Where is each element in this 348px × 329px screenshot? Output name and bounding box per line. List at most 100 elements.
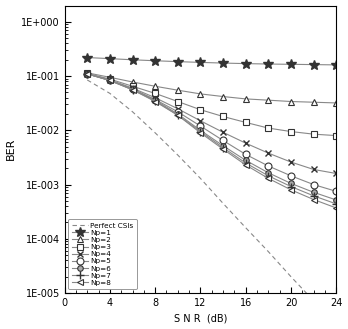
Np=3 [311, 132, 316, 136]
Perfect CSIs [85, 78, 89, 82]
Np=6 [289, 182, 293, 186]
Np=5 [130, 87, 135, 91]
Np=5 [289, 174, 293, 178]
Legend: Perfect CSIs, Np=1, Np=2, Np=3, Np=4, Np=5, Np=6, Np=7, Np=8: Perfect CSIs, Np=1, Np=2, Np=3, Np=4, Np… [68, 219, 137, 290]
Np=1 [176, 60, 180, 63]
Np=4 [153, 96, 157, 100]
Perfect CSIs [289, 275, 293, 279]
Line: Np=8: Np=8 [85, 71, 339, 211]
Np=8 [289, 188, 293, 192]
Y-axis label: BER: BER [6, 138, 16, 161]
Np=5 [176, 110, 180, 114]
Np=7 [266, 174, 270, 178]
Np=2 [198, 92, 203, 96]
Np=8 [266, 176, 270, 180]
Np=3 [153, 91, 157, 95]
Np=1 [153, 59, 157, 63]
Perfect CSIs [153, 131, 157, 135]
Np=6 [311, 190, 316, 194]
Np=2 [153, 84, 157, 88]
Np=6 [221, 144, 225, 148]
Np=8 [311, 197, 316, 201]
Perfect CSIs [176, 153, 180, 157]
Np=5 [311, 183, 316, 187]
Np=8 [176, 113, 180, 117]
Np=3 [108, 77, 112, 81]
Np=2 [130, 80, 135, 84]
Np=3 [266, 126, 270, 130]
Np=1 [85, 56, 89, 60]
Np=7 [334, 202, 338, 206]
Np=7 [176, 113, 180, 117]
Np=7 [153, 99, 157, 103]
Np=5 [266, 164, 270, 168]
Np=6 [244, 158, 248, 162]
Np=5 [221, 139, 225, 142]
Np=7 [221, 146, 225, 150]
Perfect CSIs [108, 91, 112, 95]
Np=2 [244, 97, 248, 101]
Np=7 [289, 185, 293, 189]
Np=4 [85, 72, 89, 76]
Np=3 [244, 120, 248, 124]
Np=6 [130, 88, 135, 91]
Np=2 [289, 100, 293, 104]
Np=6 [108, 79, 112, 83]
Np=3 [85, 71, 89, 75]
Np=4 [198, 119, 203, 123]
Np=1 [108, 57, 112, 61]
Np=1 [266, 62, 270, 66]
Np=6 [153, 98, 157, 102]
Np=1 [244, 62, 248, 65]
Np=7 [85, 72, 89, 76]
Np=8 [244, 163, 248, 167]
Np=5 [198, 124, 203, 128]
Line: Np=4: Np=4 [84, 70, 340, 177]
Np=2 [334, 101, 338, 105]
Perfect CSIs [130, 110, 135, 114]
Perfect CSIs [334, 323, 338, 327]
Np=6 [85, 72, 89, 76]
Perfect CSIs [311, 299, 316, 303]
Line: Np=7: Np=7 [83, 70, 340, 208]
Np=5 [108, 78, 112, 82]
Np=8 [198, 131, 203, 135]
Np=8 [85, 72, 89, 76]
Np=7 [130, 88, 135, 92]
Np=3 [289, 130, 293, 134]
Np=4 [311, 167, 316, 171]
Np=5 [244, 152, 248, 156]
Np=5 [153, 98, 157, 102]
Np=8 [153, 100, 157, 104]
Np=1 [130, 58, 135, 62]
Np=2 [221, 94, 225, 98]
Np=7 [108, 79, 112, 83]
Np=3 [176, 100, 180, 104]
Perfect CSIs [198, 176, 203, 180]
Np=1 [334, 63, 338, 67]
Np=3 [198, 108, 203, 112]
Np=2 [108, 75, 112, 79]
Np=1 [311, 63, 316, 66]
Line: Np=6: Np=6 [85, 71, 339, 203]
Line: Perfect CSIs: Perfect CSIs [87, 80, 336, 325]
Np=4 [266, 151, 270, 155]
Np=4 [289, 160, 293, 164]
Line: Np=5: Np=5 [84, 70, 340, 195]
X-axis label: S N R  (dB): S N R (dB) [174, 314, 227, 323]
Np=6 [266, 171, 270, 175]
Np=8 [108, 79, 112, 83]
Np=5 [334, 190, 338, 193]
Np=1 [289, 62, 293, 66]
Np=8 [334, 206, 338, 210]
Np=8 [130, 88, 135, 92]
Np=6 [176, 112, 180, 116]
Line: Np=2: Np=2 [84, 69, 340, 106]
Np=4 [334, 171, 338, 175]
Np=4 [130, 86, 135, 90]
Np=4 [244, 141, 248, 145]
Np=1 [221, 61, 225, 65]
Np=4 [108, 78, 112, 82]
Perfect CSIs [244, 226, 248, 230]
Np=2 [266, 98, 270, 102]
